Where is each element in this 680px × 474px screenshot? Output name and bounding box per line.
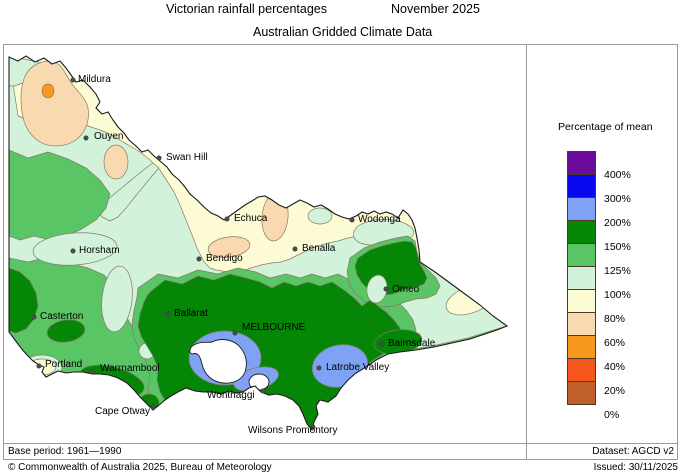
- city-dot: [317, 366, 321, 370]
- legend-label-column: 400% 300% 200% 150% 125% 100% 80% 60% 40% 20% 0%: [604, 151, 654, 421]
- legend-swatch: [567, 312, 596, 336]
- legend-title: Percentage of mean: [558, 121, 653, 133]
- city-label: Latrobe Valley: [326, 362, 390, 373]
- region-peach-south-of-ouyen: [103, 144, 129, 180]
- legend-swatch-column: [567, 151, 596, 405]
- legend-label: 125%: [604, 265, 631, 277]
- legend-swatch: [567, 335, 596, 359]
- city-dot: [311, 425, 315, 429]
- city-label: Portland: [45, 359, 83, 370]
- city-label: Swan Hill: [166, 152, 208, 163]
- city-dot: [350, 218, 354, 222]
- region-horsham-mint: [32, 232, 118, 266]
- panel-divider: [526, 44, 527, 459]
- legend-label: 20%: [604, 385, 626, 397]
- city-dot: [32, 315, 36, 319]
- region-mint-channel: [101, 265, 133, 333]
- region-ne-mint-spot: [307, 207, 333, 225]
- base-period-text: Base period: 1961—1990: [8, 446, 122, 457]
- city-dot: [71, 78, 75, 82]
- region-sw-darkgreen-blob: [46, 319, 86, 343]
- legend-swatch: [567, 381, 596, 405]
- city-dot: [151, 405, 155, 409]
- legend-label: 0%: [604, 409, 620, 421]
- legend-swatch: [567, 220, 596, 244]
- city-label: Bendigo: [206, 253, 243, 264]
- city-dot: [233, 331, 237, 335]
- copyright-text: © Commonwealth of Australia 2025, Bureau…: [8, 462, 272, 473]
- legend-swatch: [567, 243, 596, 267]
- region-nw-peach: [20, 60, 89, 147]
- region-orange-core: [41, 83, 55, 99]
- western-port-bay: [248, 373, 270, 391]
- page-title-date: November 2025: [391, 2, 480, 16]
- legend-swatch: [567, 151, 596, 175]
- city-dot: [293, 247, 297, 251]
- city-label: Ballarat: [174, 308, 208, 319]
- legend-swatch: [567, 266, 596, 290]
- state-border: [8, 55, 509, 432]
- city-label: Bairnsdale: [388, 338, 436, 349]
- city-label: Cape Otway: [95, 406, 151, 417]
- region-casterton-darkgreen: [9, 267, 39, 334]
- issued-text: Issued: 30/11/2025: [593, 462, 678, 473]
- legend-label: 80%: [604, 313, 626, 325]
- region-peach-bendigo: [207, 236, 251, 258]
- city-label: Warrnambool: [100, 363, 160, 374]
- legend-swatch: [567, 358, 596, 382]
- city-dot: [166, 312, 170, 316]
- city-label: Wodonga: [358, 214, 401, 225]
- city-label: Casterton: [40, 311, 84, 322]
- city-dot: [384, 287, 388, 291]
- city-dot: [380, 342, 384, 346]
- city-dot: [37, 364, 41, 368]
- city-label: Wonthaggi: [207, 390, 255, 401]
- legend-label: 40%: [604, 361, 626, 373]
- port-phillip-bay: [189, 339, 247, 384]
- outer-frame: [3, 44, 678, 460]
- city-label: Echuca: [234, 213, 268, 224]
- city-label: Benalla: [302, 243, 336, 254]
- region-west-medgreen-band: [9, 149, 111, 241]
- dataset-text: Dataset: AGCD v2: [592, 446, 674, 457]
- city-dot: [157, 156, 161, 160]
- page-subtitle: Australian Gridded Climate Data: [253, 25, 433, 39]
- city-label: Horsham: [79, 245, 120, 256]
- city-dot: [84, 136, 88, 140]
- city-label: Wilsons Promontory: [248, 425, 338, 436]
- legend-label: 150%: [604, 241, 631, 253]
- city-dot: [197, 257, 201, 261]
- city-label: Mildura: [78, 74, 111, 85]
- footer-divider: [3, 443, 677, 444]
- legend-label: 200%: [604, 217, 631, 229]
- city-label: Omeo: [392, 284, 420, 295]
- legend-swatch: [567, 174, 596, 198]
- city-dot: [90, 370, 94, 374]
- legend-swatch: [567, 197, 596, 221]
- region-mint-tongue: [97, 162, 160, 222]
- city-dot: [225, 217, 229, 221]
- city-label: MELBOURNE: [242, 322, 306, 333]
- city-dot: [261, 389, 265, 393]
- legend-label: 100%: [604, 289, 631, 301]
- legend-swatch: [567, 289, 596, 313]
- city-label: Ouyen: [94, 131, 124, 142]
- city-dot: [71, 249, 75, 253]
- legend-label: 60%: [604, 337, 626, 349]
- page-title: Victorian rainfall percentages: [166, 2, 327, 16]
- legend-label: 300%: [604, 193, 631, 205]
- legend-label: 400%: [604, 169, 631, 181]
